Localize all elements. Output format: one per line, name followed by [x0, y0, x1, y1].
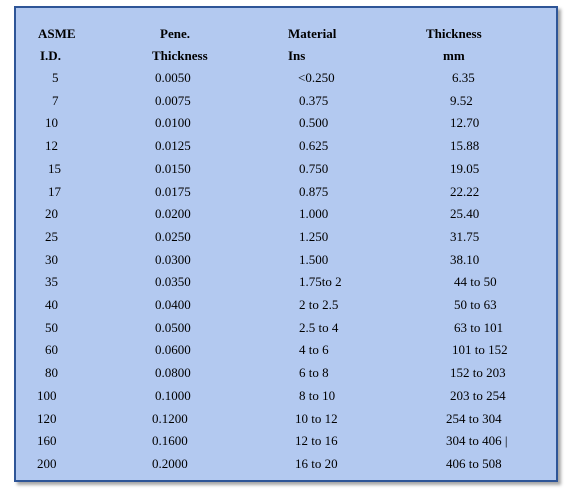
material-ins-cell: <0.250: [298, 70, 335, 85]
pene-thickness-cell: 0.0600: [155, 342, 191, 357]
pene-thickness-header-line-1: Pene.: [160, 26, 190, 41]
material-ins-cell: 2.5 to 4: [299, 320, 339, 335]
asme-id-header-line-1: ASME: [38, 26, 76, 41]
material-ins-cell: 0.500: [299, 115, 329, 130]
thickness-mm-cell: 152 to 203: [450, 365, 506, 380]
material-ins-cell: 1.75to 2: [299, 274, 342, 289]
thickness-mm-cell: 25.40: [450, 206, 480, 221]
material-ins-cell: 1.000: [299, 206, 329, 221]
asme-id-cell: 80: [45, 365, 58, 380]
thickness-mm-cell: 63 to 101: [454, 320, 504, 335]
pene-thickness-cell: 0.0800: [155, 365, 191, 380]
material-ins-cell: 0.625: [299, 138, 329, 153]
asme-id-cell: 10: [45, 115, 58, 130]
asme-id-cell: 25: [45, 229, 58, 244]
pene-thickness-cell: 0.0125: [155, 138, 191, 153]
asme-id-cell: 35: [45, 274, 58, 289]
thickness-mm-header-line-2: mm: [443, 48, 465, 63]
asme-id-cell: 7: [52, 93, 59, 108]
asme-id-cell: 50: [45, 320, 58, 335]
material-ins-cell: 1.250: [299, 229, 329, 244]
pene-thickness-cell: 0.1600: [152, 433, 188, 448]
material-ins-cell: 2 to 2.5: [299, 297, 339, 312]
material-ins-header-line-1: Material: [288, 26, 337, 41]
asme-id-cell: 120: [37, 411, 57, 426]
thickness-mm-cell: 19.05: [450, 161, 480, 176]
pene-thickness-cell: 0.0200: [155, 206, 191, 221]
thickness-mm-cell: 101 to 152: [452, 342, 508, 357]
pene-thickness-cell: 0.0075: [155, 93, 191, 108]
pene-thickness-cell: 0.0300: [155, 252, 191, 267]
pene-thickness-cell: 0.0150: [155, 161, 191, 176]
asme-id-cell: 30: [45, 252, 58, 267]
asme-id-cell: 12: [45, 138, 58, 153]
pene-thickness-header-line-2: Thickness: [152, 48, 208, 63]
pene-thickness-cell: 0.1200: [152, 411, 188, 426]
material-ins-cell: 16 to 20: [295, 456, 338, 471]
thickness-mm-cell: 406 to 508: [446, 456, 502, 471]
thickness-mm-cell: 254 to 304: [446, 411, 502, 426]
pene-thickness-cell: 0.0350: [155, 274, 191, 289]
thickness-mm-cell: 6.35: [452, 70, 475, 85]
thickness-mm-cell: 22.22: [450, 184, 480, 199]
thickness-mm-cell: 203 to 254: [450, 388, 506, 403]
thickness-mm-cell: 31.75: [450, 229, 480, 244]
material-ins-cell: 0.750: [299, 161, 329, 176]
thickness-mm-cell: 9.52: [450, 93, 473, 108]
thickness-mm-cell: 50 to 63: [454, 297, 497, 312]
asme-id-cell: 200: [37, 456, 57, 471]
thickness-mm-cell: 304 to 406 |: [446, 433, 508, 448]
material-ins-cell: 10 to 12: [295, 411, 338, 426]
pene-thickness-cell: 0.0100: [155, 115, 191, 130]
material-ins-header-line-2: Ins: [288, 48, 306, 63]
pene-thickness-cell: 0.2000: [152, 456, 188, 471]
pene-thickness-cell: 0.0050: [155, 70, 191, 85]
material-ins-cell: 1.500: [299, 252, 329, 267]
pene-thickness-cell: 0.0175: [155, 184, 191, 199]
iqi-thickness-table: [14, 6, 558, 482]
asme-id-cell: 15: [48, 161, 61, 176]
material-ins-cell: 12 to 16: [295, 433, 338, 448]
asme-id-header-line-2: I.D.: [40, 48, 61, 63]
asme-id-cell: 160: [37, 433, 57, 448]
pene-thickness-cell: 0.1000: [155, 388, 191, 403]
material-ins-cell: 6 to 8: [299, 365, 329, 380]
thickness-mm-cell: 44 to 50: [454, 274, 497, 289]
asme-id-cell: 100: [37, 388, 57, 403]
asme-id-cell: 20: [45, 206, 58, 221]
pene-thickness-cell: 0.0250: [155, 229, 191, 244]
thickness-mm-cell: 12.70: [450, 115, 480, 130]
asme-id-cell: 40: [45, 297, 58, 312]
material-ins-cell: 8 to 10: [299, 388, 336, 403]
pene-thickness-cell: 0.0400: [155, 297, 191, 312]
asme-id-cell: 5: [52, 70, 59, 85]
pene-thickness-cell: 0.0500: [155, 320, 191, 335]
thickness-mm-cell: 38.10: [450, 252, 480, 267]
material-ins-cell: 0.375: [299, 93, 329, 108]
material-ins-cell: 4 to 6: [299, 342, 329, 357]
thickness-mm-cell: 15.88: [450, 138, 480, 153]
thickness-mm-header-line-1: Thickness: [426, 26, 482, 41]
asme-id-cell: 60: [45, 342, 58, 357]
material-ins-cell: 0.875: [299, 184, 329, 199]
asme-id-cell: 17: [48, 184, 61, 199]
